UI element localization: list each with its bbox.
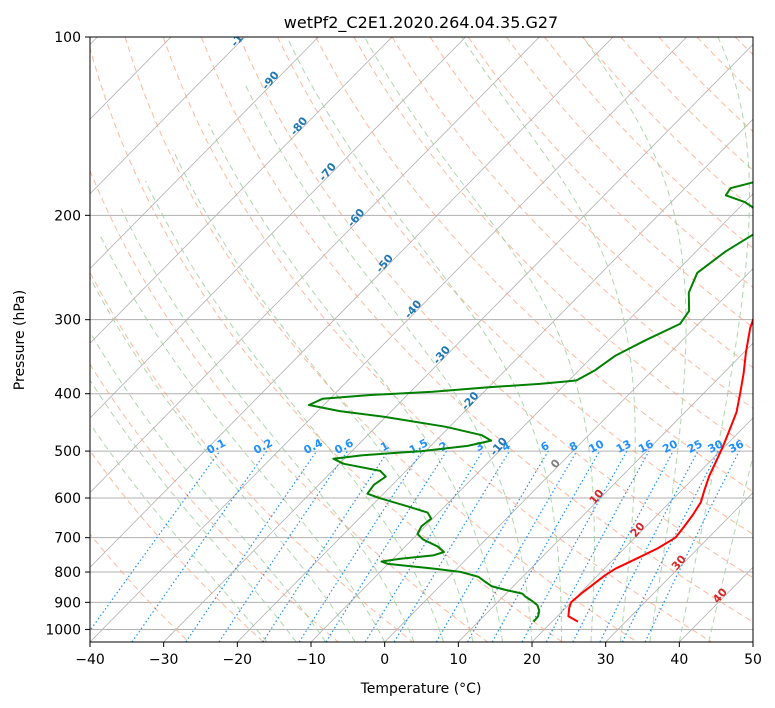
mixing-ratio-label: 13 (614, 437, 634, 456)
y-tick-label: 500 (54, 444, 81, 460)
dry-adiabat-line (239, 37, 753, 579)
dry-adiabat-line (162, 37, 712, 642)
moist-adiabat-line (90, 330, 327, 642)
mixing-ratio-label: 10 (587, 437, 607, 456)
background-lines (90, 37, 753, 642)
dry-adiabat-line (200, 37, 753, 623)
moist-adiabat-line (207, 123, 503, 642)
mixing-ratio-line (491, 450, 601, 642)
mixing-ratio-line (621, 450, 719, 642)
isotherm-line (605, 492, 753, 642)
x-tick-label: −20 (223, 652, 253, 668)
dry-adiabat-line (90, 46, 563, 642)
y-tick-label: 400 (54, 387, 81, 403)
x-axis-title: Temperature (°C) (360, 681, 482, 697)
moist-adiabat-line (582, 37, 687, 642)
dry-adiabat-line (315, 37, 753, 493)
y-axis: 100 200 300 400 500 600 700 800 900 1000 (45, 30, 90, 638)
moist-adiabat-line (363, 37, 595, 642)
mixing-ratio-line (298, 450, 423, 642)
moist-adiabat-line (90, 422, 268, 642)
x-tick-label: −10 (296, 652, 326, 668)
x-tick-label: 0 (380, 652, 389, 668)
isotherm-line (90, 37, 466, 419)
dry-adiabat-line (90, 271, 414, 642)
moist-adiabat-line (172, 149, 474, 642)
mixing-ratio-line (521, 450, 628, 642)
mixing-ratio-label: 20 (660, 437, 680, 456)
mixing-ratio-label: 36 (726, 437, 746, 456)
moist-adiabat-line (461, 37, 636, 642)
x-tick-label: −40 (75, 652, 105, 668)
dry-adiabat-line (277, 37, 753, 535)
temperature-profile-line (567, 316, 753, 623)
x-tick-label: 10 (449, 652, 467, 668)
isotherm-line (90, 37, 687, 642)
moist-adiabat-line (90, 276, 356, 642)
mixing-ratio-line (131, 450, 268, 642)
moist-adiabat-line (286, 37, 562, 642)
dewpoint-profile-line (308, 181, 753, 623)
profile-series (308, 181, 753, 623)
isotherm-line (458, 342, 753, 642)
dry-adiabat-line (467, 37, 753, 329)
x-tick-label: −30 (149, 652, 179, 668)
moist-adiabat-line (145, 180, 445, 642)
isotherm-line (90, 37, 319, 270)
dry-adiabat-line (90, 449, 264, 642)
moist-adiabat-line (244, 83, 533, 642)
mixing-ratio-line (364, 450, 484, 642)
isotherm-line (90, 37, 393, 344)
y-tick-label: 600 (54, 491, 81, 507)
dry-adiabat-line (90, 169, 488, 642)
mixing-ratio-line (218, 450, 348, 642)
y-tick-label: 800 (54, 565, 81, 581)
mixing-ratio-line (325, 450, 448, 642)
mixing-ratio-line (545, 450, 650, 642)
isotherm-line (90, 37, 540, 494)
dry-adiabat-line (90, 533, 190, 642)
mixing-ratio-line (185, 450, 318, 642)
isotherm-line (90, 37, 614, 568)
x-axis: −40 −30 −20 −10 0 10 20 30 40 50 (75, 642, 762, 668)
moist-adiabat-line (120, 208, 415, 642)
moist-adiabat-line (99, 233, 386, 642)
isotherm-line (237, 118, 753, 642)
y-tick-label: 700 (54, 531, 81, 547)
isotherm-line (90, 37, 245, 195)
dry-adiabat-line (353, 37, 753, 451)
isotherm-line (531, 417, 753, 642)
mixing-ratio-line (90, 450, 221, 632)
dry-adiabat-line (90, 363, 339, 642)
moist-adiabat-line (678, 37, 750, 642)
y-axis-title: Pressure (hPa) (12, 290, 28, 390)
y-tick-label: 900 (54, 595, 81, 611)
y-tick-label: 100 (54, 30, 81, 46)
y-tick-label: 200 (54, 208, 81, 224)
mixing-ratio-line (393, 450, 510, 642)
isotherm-line (163, 43, 753, 642)
plot-frame (89, 36, 754, 643)
moist-adiabat-line (90, 379, 297, 642)
isotherm-line (384, 267, 753, 642)
mixing-ratio-line (262, 450, 389, 642)
mixing-ratio-line (644, 450, 740, 642)
x-tick-label: 40 (670, 652, 688, 668)
y-tick-label: 300 (54, 313, 81, 329)
moist-adiabat-line (708, 454, 753, 642)
chart-title: wetPf2_C2E1.2020.264.04.35.G27 (284, 13, 558, 33)
mixing-ratio-label: 16 (636, 437, 656, 456)
y-tick-label: 1000 (45, 622, 81, 638)
x-tick-label: 30 (597, 652, 615, 668)
dry-adiabat-line (505, 37, 753, 289)
x-tick-label: 20 (523, 652, 541, 668)
x-tick-label: 50 (744, 652, 762, 668)
mixing-ratio-label: 25 (685, 437, 705, 456)
isotherm-line (310, 193, 753, 642)
